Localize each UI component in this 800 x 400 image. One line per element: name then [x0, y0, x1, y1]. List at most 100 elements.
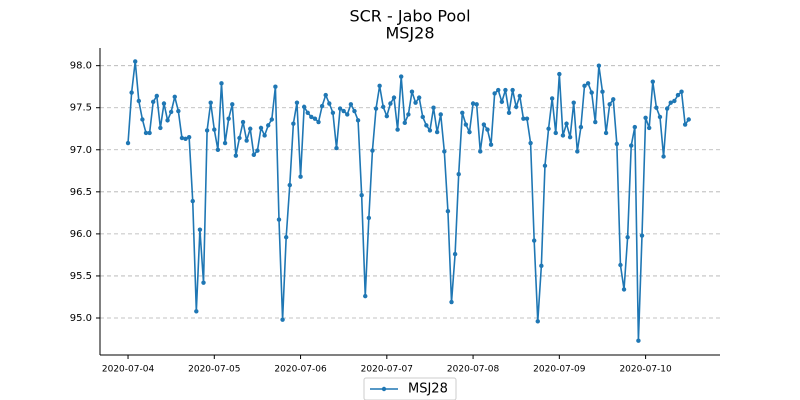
- data-point: [161, 101, 167, 106]
- data-point: [618, 262, 623, 268]
- data-point: [172, 94, 177, 99]
- data-point: [639, 233, 645, 238]
- data-point: [449, 299, 454, 305]
- data-point: [542, 163, 548, 168]
- data-point: [204, 128, 210, 133]
- data-point: [445, 208, 451, 214]
- data-point: [140, 117, 145, 122]
- data-point: [341, 108, 346, 114]
- data-point: [452, 251, 458, 257]
- data-point: [402, 120, 407, 126]
- data-point: [366, 215, 372, 221]
- data-point: [143, 130, 149, 136]
- data-point: [481, 122, 487, 127]
- data-point: [179, 135, 185, 141]
- data-point: [168, 109, 174, 115]
- data-point: [503, 87, 508, 93]
- data-point: [323, 92, 328, 98]
- x-tick-label: 2020-07-06: [274, 365, 327, 375]
- data-point: [251, 152, 257, 158]
- data-point: [287, 182, 292, 188]
- data-point: [150, 99, 156, 105]
- data-point: [434, 129, 440, 135]
- data-point: [567, 134, 573, 140]
- data-point: [603, 130, 609, 136]
- data-point: [470, 101, 476, 106]
- data-point: [327, 101, 332, 106]
- data-point: [373, 106, 379, 111]
- data-point: [564, 121, 569, 126]
- y-tick-label: 96.5: [70, 187, 92, 198]
- data-point: [424, 123, 429, 128]
- data-point: [675, 92, 681, 98]
- data-point: [266, 123, 271, 128]
- data-point: [661, 154, 666, 159]
- data-point: [679, 89, 684, 94]
- data-point: [398, 74, 404, 79]
- data-point: [575, 149, 580, 154]
- legend-marker: [381, 386, 387, 392]
- data-point: [654, 105, 659, 110]
- data-point: [406, 112, 411, 117]
- data-point: [309, 114, 314, 120]
- x-tick-label: 2020-07-04: [102, 365, 155, 375]
- x-tick-label: 2020-07-08: [447, 365, 500, 375]
- data-point: [549, 96, 555, 101]
- data-point: [233, 153, 239, 158]
- data-point: [359, 192, 364, 198]
- data-point: [531, 238, 537, 243]
- data-point: [147, 130, 152, 136]
- data-point: [571, 100, 576, 105]
- chart-subtitle: MSJ28: [385, 24, 434, 43]
- y-tick-label: 95.5: [70, 271, 92, 282]
- data-point: [643, 115, 648, 121]
- data-point: [621, 287, 627, 292]
- data-point: [553, 130, 558, 136]
- data-point: [463, 122, 469, 127]
- data-point: [294, 100, 300, 105]
- data-point: [535, 319, 540, 324]
- y-tick-label: 97.5: [70, 103, 92, 114]
- data-point: [219, 81, 224, 86]
- data-point: [521, 116, 526, 121]
- data-point: [672, 98, 677, 104]
- data-point: [316, 119, 321, 125]
- data-point: [377, 83, 382, 89]
- data-point: [280, 317, 285, 322]
- data-point: [510, 87, 515, 93]
- data-point: [413, 100, 418, 105]
- legend: MSJ28: [363, 377, 457, 400]
- legend-box: [363, 377, 457, 400]
- data-point: [237, 135, 242, 141]
- data-point: [416, 95, 422, 100]
- data-point: [158, 125, 163, 131]
- data-point: [298, 174, 303, 179]
- data-point: [514, 104, 519, 110]
- x-tick-label: 2020-07-07: [361, 365, 413, 375]
- data-point: [319, 103, 325, 109]
- data-point: [682, 122, 688, 127]
- data-point: [305, 110, 310, 115]
- data-point: [381, 104, 386, 110]
- data-point: [348, 102, 354, 107]
- data-point: [506, 110, 512, 115]
- data-point: [539, 263, 544, 269]
- data-point: [215, 147, 221, 152]
- data-point: [636, 338, 641, 343]
- data-point: [262, 133, 267, 138]
- data-point: [190, 198, 195, 204]
- data-point: [596, 63, 602, 68]
- data-point: [632, 124, 638, 130]
- data-point: [629, 143, 634, 148]
- y-tick-label: 97.0: [70, 145, 92, 156]
- x-tick-label: 2020-07-10: [619, 365, 672, 375]
- data-point: [370, 148, 375, 153]
- x-tick-label: 2020-07-09: [533, 365, 586, 375]
- data-point: [255, 148, 260, 153]
- data-point: [176, 108, 181, 114]
- data-point: [136, 98, 142, 104]
- data-point: [248, 126, 253, 131]
- data-point: [165, 118, 170, 123]
